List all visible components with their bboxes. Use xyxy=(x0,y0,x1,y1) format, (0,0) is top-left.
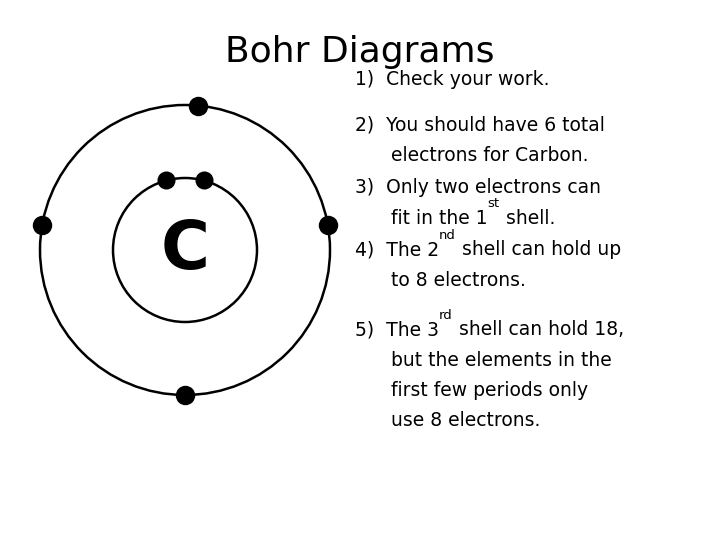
Text: 5)  The 3: 5) The 3 xyxy=(355,320,439,339)
Text: 3)  Only two electrons can: 3) Only two electrons can xyxy=(355,178,601,197)
Text: 1)  Check your work.: 1) Check your work. xyxy=(355,70,549,89)
Text: shell can hold 18,: shell can hold 18, xyxy=(453,320,624,339)
Text: rd: rd xyxy=(439,309,453,322)
Text: 2)  You should have 6 total: 2) You should have 6 total xyxy=(355,115,605,134)
Text: nd: nd xyxy=(439,229,456,242)
Text: electrons for Carbon.: electrons for Carbon. xyxy=(355,145,588,165)
Text: 4)  The 2: 4) The 2 xyxy=(355,240,439,259)
Text: shell.: shell. xyxy=(500,208,555,227)
Text: but the elements in the: but the elements in the xyxy=(355,350,612,369)
Text: Bohr Diagrams: Bohr Diagrams xyxy=(225,35,495,69)
Text: to 8 electrons.: to 8 electrons. xyxy=(355,271,526,289)
Text: fit in the 1: fit in the 1 xyxy=(355,208,487,227)
Text: first few periods only: first few periods only xyxy=(355,381,588,400)
Text: shell can hold up: shell can hold up xyxy=(456,240,621,259)
Text: st: st xyxy=(487,197,500,210)
Text: use 8 electrons.: use 8 electrons. xyxy=(355,411,541,430)
Text: C: C xyxy=(161,217,210,283)
